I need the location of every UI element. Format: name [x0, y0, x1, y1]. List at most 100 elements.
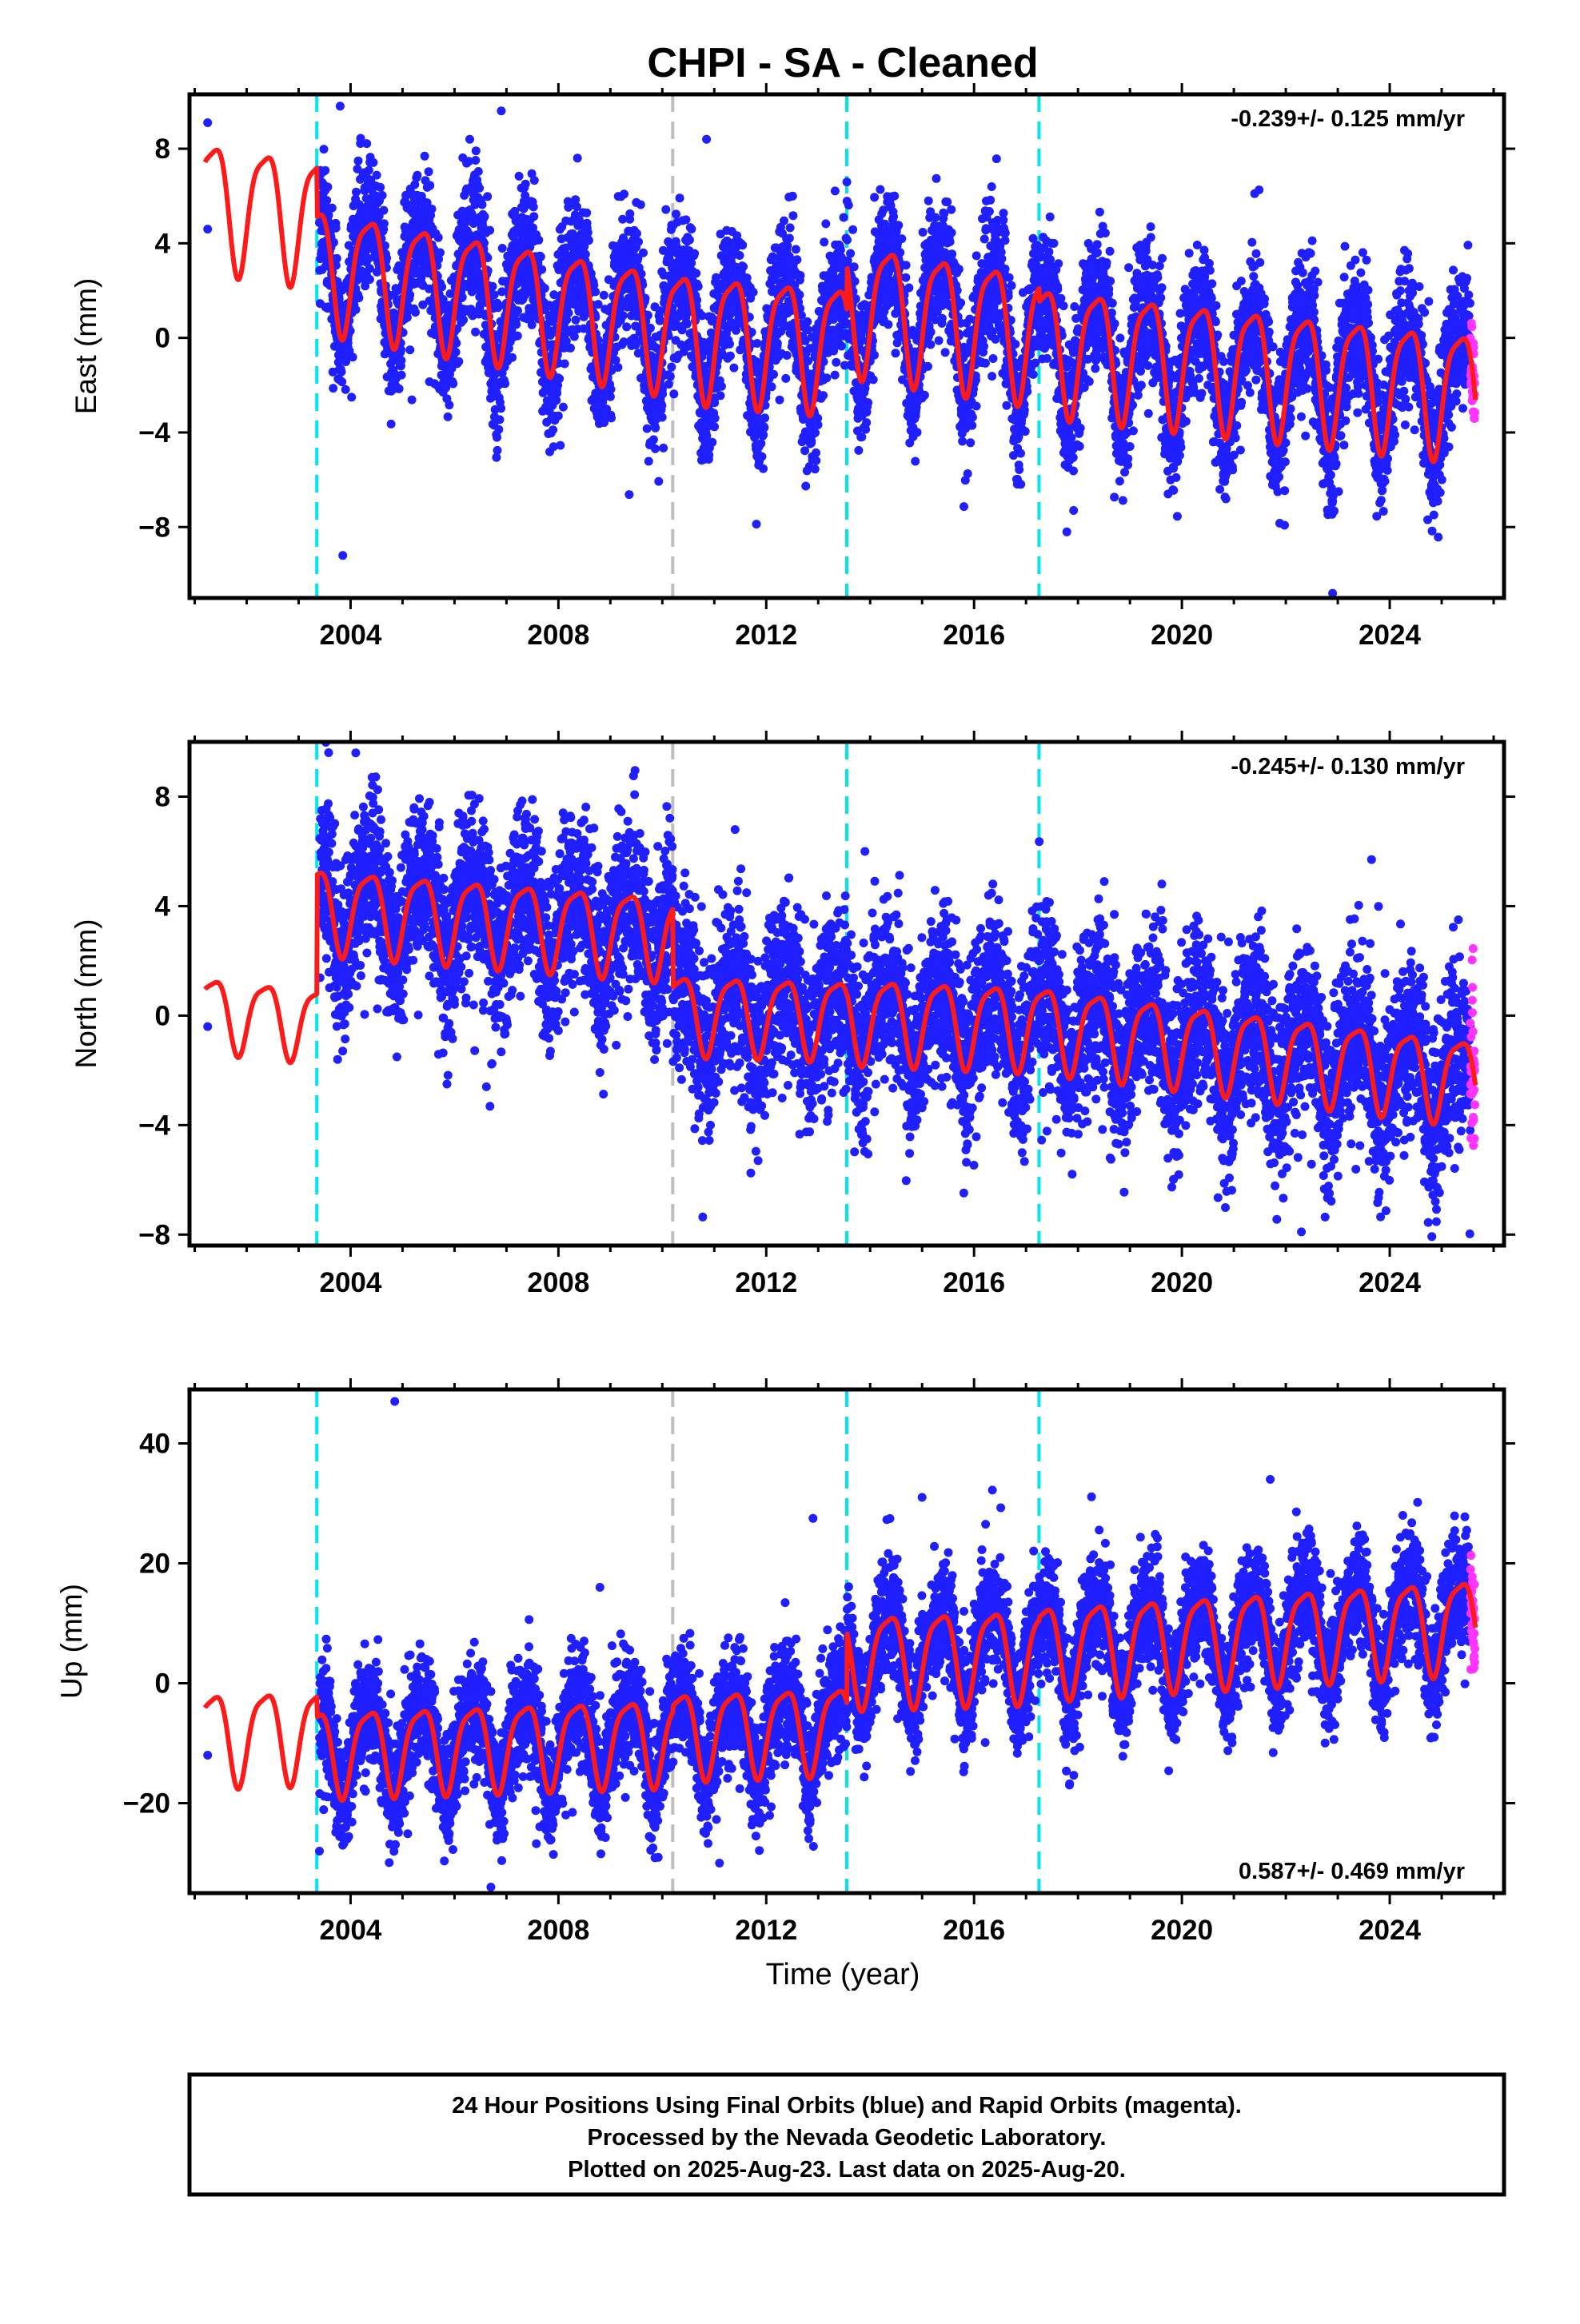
final-orbit-point: [607, 413, 616, 422]
final-orbit-point: [498, 244, 507, 253]
final-orbit-point: [472, 146, 481, 155]
final-orbit-point: [788, 211, 797, 220]
final-orbit-point: [1007, 281, 1016, 290]
final-orbit-point: [840, 213, 848, 222]
final-orbit-point: [408, 396, 417, 405]
chart-title: CHPI - SA - Cleaned: [647, 40, 1038, 86]
final-orbit-point: [717, 382, 726, 391]
final-orbit-point: [980, 235, 989, 244]
final-orbit-point: [413, 171, 421, 180]
plot-area: [203, 94, 1479, 611]
final-orbit-point: [759, 464, 768, 473]
final-orbit-point: [1015, 465, 1023, 474]
final-orbit-point: [884, 320, 892, 329]
final-orbit-point: [850, 262, 859, 271]
final-orbit-point: [941, 348, 950, 357]
final-orbit-point: [812, 456, 820, 465]
final-orbit-point: [726, 352, 735, 361]
final-orbit-point: [373, 171, 381, 180]
final-orbit-point: [669, 389, 678, 398]
final-orbit-point: [428, 205, 437, 213]
final-orbit-point: [769, 370, 778, 379]
final-orbit-point: [783, 351, 792, 360]
final-orbit-point: [376, 183, 385, 192]
final-orbit-point: [622, 322, 631, 331]
final-orbit-point: [613, 363, 622, 372]
final-orbit-point: [901, 273, 910, 282]
final-orbit-point: [676, 193, 684, 202]
final-orbit-point: [956, 298, 965, 307]
final-orbit-point: [814, 421, 823, 429]
final-orbit-point: [624, 490, 633, 499]
final-orbit-point: [843, 177, 852, 186]
final-orbit-point: [846, 249, 855, 258]
final-orbit-point: [800, 446, 809, 455]
final-orbit-point: [753, 339, 762, 348]
final-orbit-point: [999, 209, 1008, 217]
final-orbit-point: [968, 421, 976, 430]
final-orbit-point: [378, 191, 387, 200]
final-orbit-point: [444, 413, 453, 421]
final-orbit-point: [341, 385, 350, 394]
final-orbit-point: [478, 201, 487, 209]
final-orbit-point: [760, 423, 768, 432]
final-orbit-point: [449, 380, 457, 389]
final-orbit-point: [664, 380, 673, 389]
final-orbit-point: [672, 209, 680, 218]
final-orbit-point: [749, 288, 758, 297]
final-orbit-point: [948, 229, 956, 237]
final-orbit-point: [864, 398, 872, 407]
final-orbit-point: [946, 237, 955, 246]
final-orbit-point: [801, 482, 810, 491]
final-orbit-point: [566, 344, 575, 353]
final-orbit-point: [1001, 265, 1010, 273]
final-orbit-point: [938, 314, 947, 323]
final-orbit-point: [425, 167, 433, 176]
final-orbit-point: [572, 316, 581, 325]
final-orbit-point: [475, 184, 484, 193]
final-orbit-point: [497, 404, 505, 413]
final-orbit-point: [556, 441, 565, 450]
final-orbit-point: [632, 229, 641, 238]
final-orbit-point: [708, 438, 716, 447]
final-orbit-point: [352, 305, 361, 314]
final-orbit-point: [992, 154, 1001, 163]
final-orbit-point: [756, 439, 765, 448]
final-orbit-point: [811, 429, 820, 437]
final-orbit-point: [651, 444, 660, 453]
final-orbit-points: [203, 102, 1474, 611]
final-orbit-point: [729, 364, 738, 373]
final-orbit-point: [812, 448, 820, 457]
final-orbit-point: [337, 368, 346, 377]
final-orbit-point: [365, 275, 374, 284]
final-orbit-point: [515, 172, 524, 181]
final-orbit-point: [321, 166, 329, 175]
final-orbit-point: [692, 269, 700, 277]
final-orbit-point: [932, 174, 941, 183]
final-orbit-point: [889, 212, 898, 221]
final-orbit-point: [913, 428, 922, 436]
final-orbit-point: [711, 414, 720, 423]
final-orbit-point: [788, 192, 797, 201]
final-orbit-point: [352, 188, 361, 197]
final-orbit-point: [607, 385, 616, 394]
final-orbit-point: [405, 290, 414, 299]
final-orbit-point: [1021, 427, 1030, 436]
final-orbit-point: [582, 209, 591, 217]
final-orbit-point: [964, 469, 972, 478]
final-orbit-point: [380, 219, 389, 228]
final-orbit-point: [931, 213, 940, 222]
final-orbit-point: [795, 290, 804, 299]
final-orbit-point: [354, 157, 363, 165]
final-orbit-point: [349, 353, 357, 361]
final-orbit-point: [329, 384, 337, 393]
final-orbit-point: [725, 340, 734, 349]
final-orbit-point: [792, 245, 800, 253]
final-orbit-point: [643, 425, 652, 433]
final-orbit-point: [924, 362, 932, 371]
final-orbit-point: [559, 403, 568, 412]
final-orbit-point: [710, 422, 719, 431]
